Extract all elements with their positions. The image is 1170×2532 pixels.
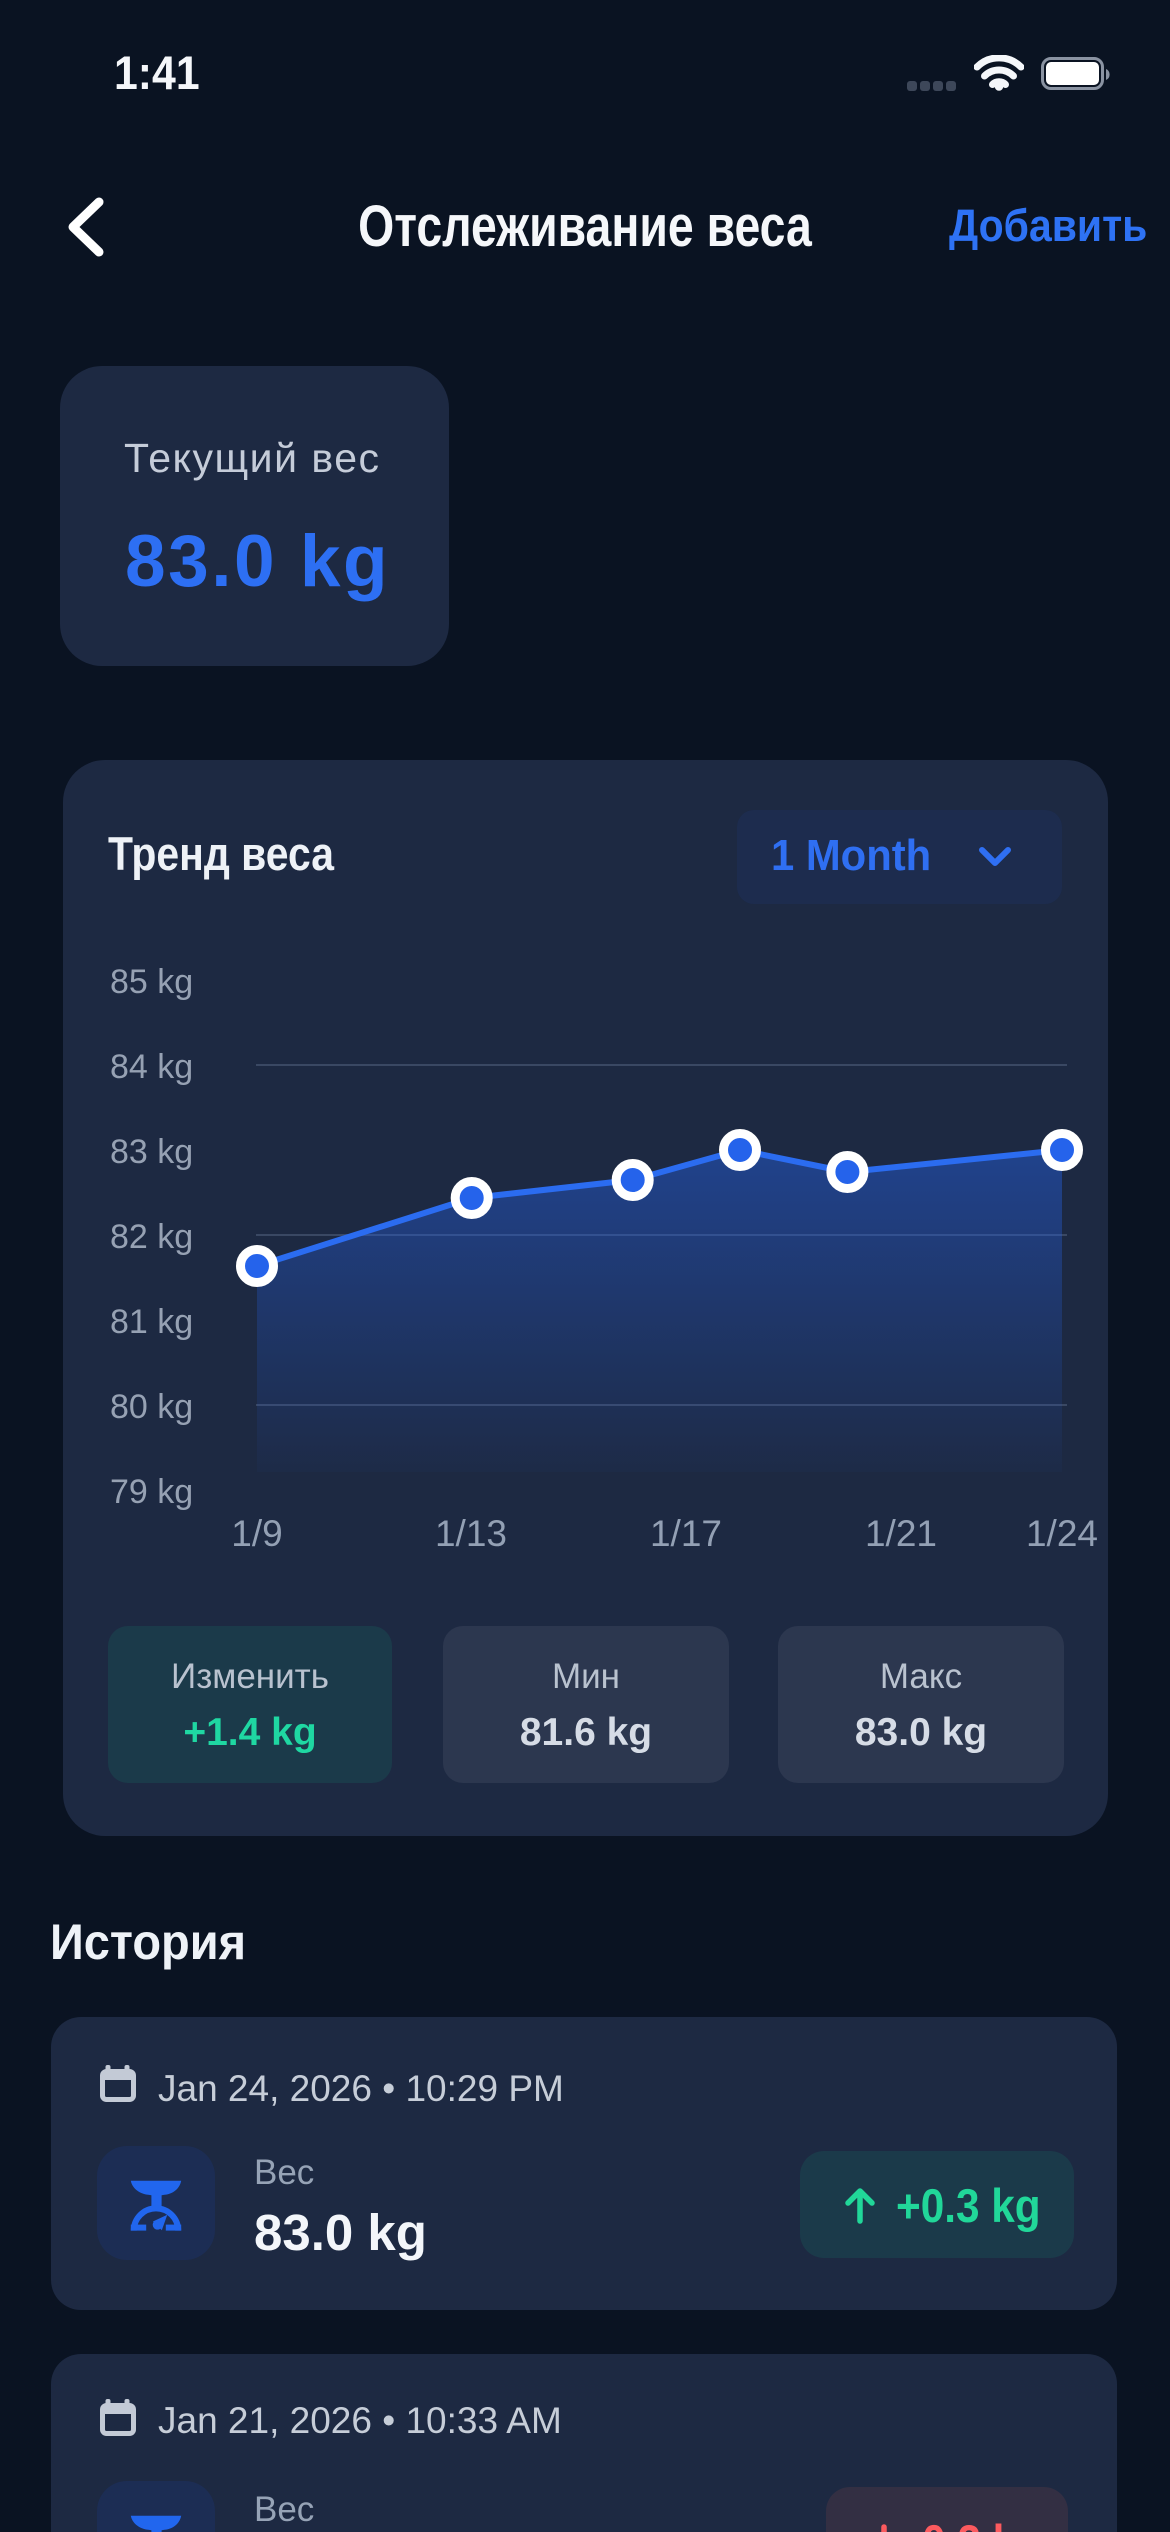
svg-text:1/21: 1/21 <box>865 1513 937 1554</box>
svg-text:1/17: 1/17 <box>650 1513 722 1554</box>
svg-text:81 kg: 81 kg <box>110 1303 193 1341</box>
svg-text:1/9: 1/9 <box>231 1513 282 1554</box>
svg-text:83 kg: 83 kg <box>110 1133 193 1171</box>
svg-text:79 kg: 79 kg <box>110 1473 193 1511</box>
svg-text:84 kg: 84 kg <box>110 1048 193 1086</box>
svg-text:1/13: 1/13 <box>435 1513 507 1554</box>
svg-text:1/24: 1/24 <box>1026 1513 1098 1554</box>
svg-text:80 kg: 80 kg <box>110 1388 193 1426</box>
svg-text:82 kg: 82 kg <box>110 1218 193 1256</box>
svg-text:85 kg: 85 kg <box>110 963 193 1001</box>
